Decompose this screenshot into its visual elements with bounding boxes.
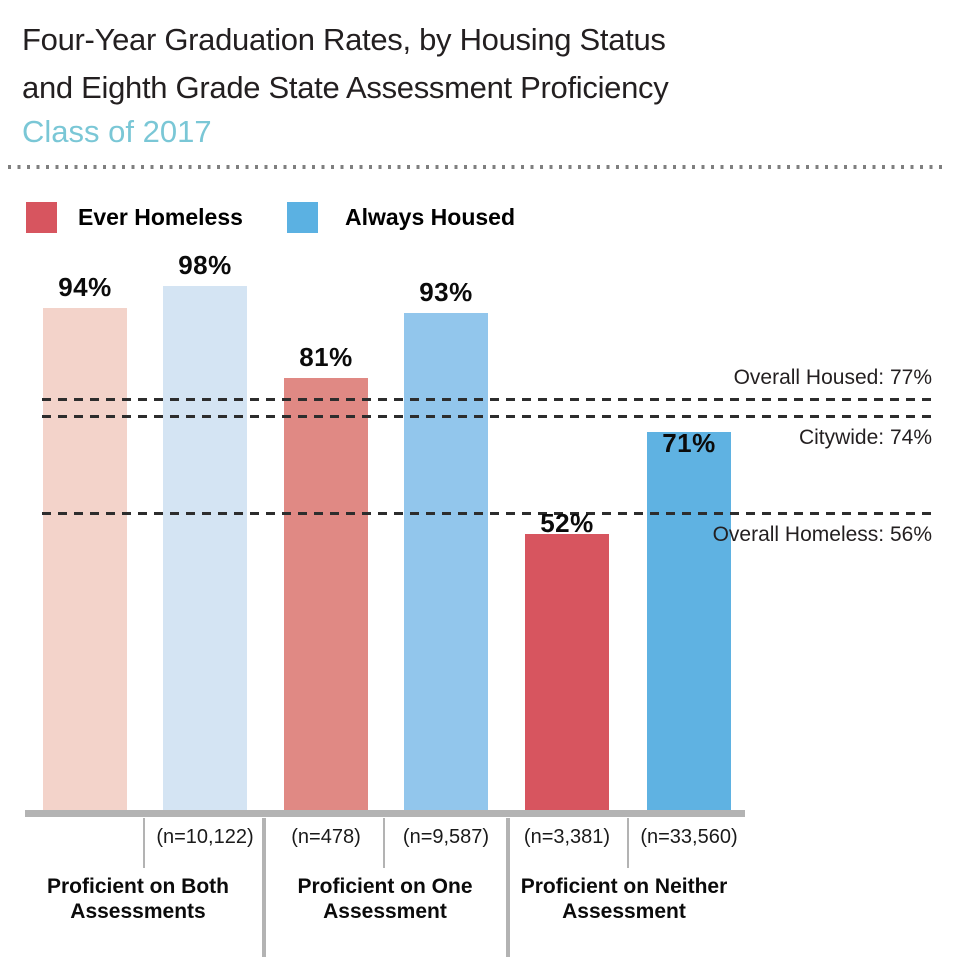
category-label-line1: Proficient on Neither bbox=[520, 875, 728, 898]
bar-value-label: 94% bbox=[58, 271, 112, 302]
reference-line-label: Citywide: 74% bbox=[798, 425, 932, 449]
bar-value-label: 52% bbox=[540, 508, 594, 539]
category-label: Proficient on One Assessment bbox=[265, 874, 505, 924]
reference-line-label: Overall Homeless: 56% bbox=[712, 522, 932, 546]
bar-n-label: (n=33,560) bbox=[640, 826, 738, 848]
reference-line bbox=[42, 511, 932, 515]
category-label-line1: Proficient on One bbox=[297, 875, 473, 898]
reference-line bbox=[42, 398, 932, 402]
legend-label-always-housed: Always Housed bbox=[345, 204, 515, 230]
category-label: Proficient on Neither Assessment bbox=[504, 874, 744, 924]
bar-always-housed-5 bbox=[647, 431, 731, 815]
reference-line bbox=[42, 414, 932, 418]
bar-n-label: (n=3,381) bbox=[523, 826, 611, 848]
legend-swatch-ever-homeless bbox=[26, 202, 57, 233]
group-divider bbox=[262, 818, 266, 957]
bar-value-label: 81% bbox=[299, 341, 353, 372]
legend-swatch-always-housed bbox=[287, 202, 318, 233]
chart-subtitle: Class of 2017 bbox=[22, 114, 212, 149]
bar-value-label: 71% bbox=[662, 427, 716, 458]
category-label: Proficient on Both Assessments bbox=[18, 874, 258, 924]
chart-title-line1: Four-Year Graduation Rates, by Housing S… bbox=[22, 22, 666, 57]
category-label-line2: Assessments bbox=[70, 900, 206, 923]
dotted-divider bbox=[8, 165, 946, 169]
category-label-line1: Proficient on Both bbox=[47, 875, 229, 898]
x-axis bbox=[25, 810, 745, 817]
bar-pair-divider bbox=[627, 818, 629, 868]
bar-n-label: (n=9,587) bbox=[402, 826, 490, 848]
bar-ever-homeless-2 bbox=[284, 377, 368, 815]
bar-n-label: (n=478) bbox=[291, 826, 361, 848]
legend-label-ever-homeless: Ever Homeless bbox=[78, 204, 243, 230]
group-divider bbox=[506, 818, 510, 957]
bar-value-label: 93% bbox=[419, 277, 473, 308]
category-label-line2: Assessment bbox=[562, 900, 686, 923]
chart-title: Four-Year Graduation Rates, by Housing S… bbox=[22, 16, 669, 112]
bar-value-label: 98% bbox=[178, 250, 232, 281]
bar-pair-divider bbox=[143, 818, 145, 868]
bar-n-label: (n=10,122) bbox=[156, 826, 254, 848]
bar-always-housed-3 bbox=[404, 313, 488, 815]
bar-pair-divider bbox=[383, 818, 385, 868]
bar-ever-homeless-0 bbox=[43, 307, 127, 815]
bar-ever-homeless-4 bbox=[525, 534, 609, 815]
bar-always-housed-1 bbox=[163, 286, 247, 815]
category-label-line2: Assessment bbox=[323, 900, 447, 923]
reference-line-label: Overall Housed: 77% bbox=[733, 366, 932, 390]
chart-title-line2: and Eighth Grade State Assessment Profic… bbox=[22, 70, 669, 105]
